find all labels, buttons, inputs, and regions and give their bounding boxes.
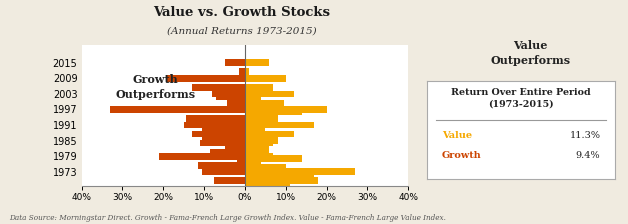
- Bar: [111, 106, 245, 113]
- Bar: [160, 153, 245, 159]
- Bar: [245, 93, 261, 100]
- Bar: [245, 59, 269, 66]
- Bar: [239, 68, 245, 75]
- Bar: [245, 84, 274, 91]
- Text: Value: Value: [442, 131, 472, 140]
- Bar: [245, 122, 315, 128]
- Text: Value vs. Growth Stocks: Value vs. Growth Stocks: [153, 6, 330, 19]
- Bar: [210, 149, 245, 155]
- Bar: [245, 180, 290, 187]
- Bar: [216, 93, 245, 100]
- Bar: [225, 59, 245, 66]
- Bar: [245, 75, 286, 82]
- Bar: [186, 115, 245, 122]
- Text: Data Source: Morningstar Direct. Growth - Fama-French Large Growth Index. Value : Data Source: Morningstar Direct. Growth …: [9, 214, 447, 222]
- Bar: [245, 68, 249, 75]
- Bar: [200, 140, 245, 146]
- Bar: [237, 155, 245, 162]
- Bar: [245, 162, 261, 168]
- Bar: [202, 124, 245, 131]
- Bar: [184, 122, 245, 128]
- Bar: [245, 153, 274, 159]
- Bar: [245, 177, 318, 184]
- Bar: [210, 133, 245, 140]
- Bar: [192, 131, 245, 137]
- Bar: [168, 75, 245, 82]
- Bar: [212, 90, 245, 97]
- Bar: [245, 155, 302, 162]
- Bar: [245, 137, 278, 144]
- Bar: [225, 146, 245, 153]
- Bar: [245, 106, 327, 113]
- Bar: [192, 84, 245, 91]
- Bar: [245, 109, 302, 115]
- Bar: [245, 186, 298, 193]
- Bar: [214, 177, 245, 184]
- Bar: [245, 90, 294, 97]
- Bar: [245, 195, 282, 202]
- Bar: [202, 137, 245, 144]
- Bar: [245, 133, 261, 140]
- Text: Return Over Entire Period
(1973-2015): Return Over Entire Period (1973-2015): [452, 88, 591, 108]
- Bar: [227, 99, 245, 106]
- Bar: [245, 149, 261, 155]
- Text: Growth: Growth: [442, 151, 482, 160]
- Text: (Annual Returns 1973-2015): (Annual Returns 1973-2015): [167, 27, 317, 36]
- Bar: [245, 124, 266, 131]
- Bar: [245, 140, 274, 146]
- Bar: [245, 146, 269, 153]
- Text: Growth
Outperforms: Growth Outperforms: [115, 74, 195, 100]
- Bar: [245, 115, 278, 122]
- Text: 9.4%: 9.4%: [576, 151, 600, 160]
- Bar: [245, 131, 294, 137]
- Bar: [198, 162, 245, 168]
- Bar: [245, 171, 315, 178]
- Bar: [245, 99, 284, 106]
- Bar: [202, 168, 245, 175]
- Bar: [245, 118, 276, 124]
- Text: 11.3%: 11.3%: [570, 131, 600, 140]
- Bar: [245, 164, 286, 171]
- Text: Value
Outperforms: Value Outperforms: [490, 40, 571, 66]
- Bar: [245, 168, 355, 175]
